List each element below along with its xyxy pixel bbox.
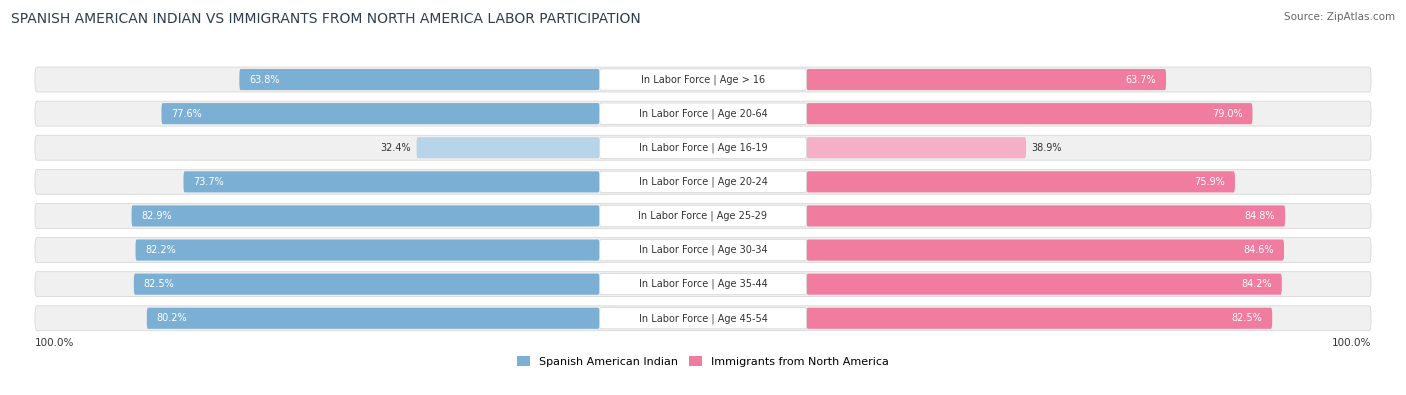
Text: 73.7%: 73.7%	[194, 177, 224, 187]
Text: 75.9%: 75.9%	[1194, 177, 1225, 187]
Text: 82.9%: 82.9%	[142, 211, 172, 221]
FancyBboxPatch shape	[599, 171, 807, 192]
FancyBboxPatch shape	[184, 171, 599, 192]
FancyBboxPatch shape	[416, 137, 599, 158]
FancyBboxPatch shape	[134, 274, 599, 295]
FancyBboxPatch shape	[239, 69, 599, 90]
FancyBboxPatch shape	[807, 239, 1284, 261]
FancyBboxPatch shape	[599, 69, 807, 90]
Text: In Labor Force | Age 30-34: In Labor Force | Age 30-34	[638, 245, 768, 255]
FancyBboxPatch shape	[599, 239, 807, 261]
FancyBboxPatch shape	[35, 272, 1371, 297]
FancyBboxPatch shape	[35, 169, 1371, 194]
Text: In Labor Force | Age 35-44: In Labor Force | Age 35-44	[638, 279, 768, 290]
Text: 82.5%: 82.5%	[1232, 313, 1263, 323]
FancyBboxPatch shape	[599, 137, 807, 158]
Text: Source: ZipAtlas.com: Source: ZipAtlas.com	[1284, 12, 1395, 22]
Text: 100.0%: 100.0%	[35, 338, 75, 348]
Text: 82.2%: 82.2%	[146, 245, 176, 255]
FancyBboxPatch shape	[599, 103, 807, 124]
Text: 84.6%: 84.6%	[1243, 245, 1274, 255]
FancyBboxPatch shape	[807, 137, 1026, 158]
FancyBboxPatch shape	[35, 101, 1371, 126]
FancyBboxPatch shape	[35, 203, 1371, 228]
Text: 100.0%: 100.0%	[1331, 338, 1371, 348]
Text: SPANISH AMERICAN INDIAN VS IMMIGRANTS FROM NORTH AMERICA LABOR PARTICIPATION: SPANISH AMERICAN INDIAN VS IMMIGRANTS FR…	[11, 12, 641, 26]
Text: 79.0%: 79.0%	[1212, 109, 1243, 118]
FancyBboxPatch shape	[807, 274, 1282, 295]
Text: 63.7%: 63.7%	[1125, 75, 1156, 85]
Text: 80.2%: 80.2%	[157, 313, 187, 323]
Text: In Labor Force | Age 20-24: In Labor Force | Age 20-24	[638, 177, 768, 187]
FancyBboxPatch shape	[807, 103, 1253, 124]
Text: In Labor Force | Age > 16: In Labor Force | Age > 16	[641, 74, 765, 85]
Text: 38.9%: 38.9%	[1032, 143, 1062, 153]
Text: 84.8%: 84.8%	[1244, 211, 1275, 221]
FancyBboxPatch shape	[35, 67, 1371, 92]
FancyBboxPatch shape	[599, 308, 807, 329]
FancyBboxPatch shape	[135, 239, 599, 261]
Text: In Labor Force | Age 45-54: In Labor Force | Age 45-54	[638, 313, 768, 324]
FancyBboxPatch shape	[35, 135, 1371, 160]
FancyBboxPatch shape	[162, 103, 599, 124]
Legend: Spanish American Indian, Immigrants from North America: Spanish American Indian, Immigrants from…	[512, 352, 894, 371]
FancyBboxPatch shape	[807, 205, 1285, 226]
FancyBboxPatch shape	[807, 69, 1166, 90]
Text: 84.2%: 84.2%	[1241, 279, 1272, 289]
FancyBboxPatch shape	[599, 274, 807, 295]
Text: In Labor Force | Age 25-29: In Labor Force | Age 25-29	[638, 211, 768, 221]
Text: 32.4%: 32.4%	[381, 143, 411, 153]
FancyBboxPatch shape	[35, 238, 1371, 263]
FancyBboxPatch shape	[599, 205, 807, 226]
FancyBboxPatch shape	[146, 308, 599, 329]
Text: 63.8%: 63.8%	[249, 75, 280, 85]
Text: 77.6%: 77.6%	[172, 109, 202, 118]
FancyBboxPatch shape	[35, 306, 1371, 331]
FancyBboxPatch shape	[807, 308, 1272, 329]
Text: In Labor Force | Age 16-19: In Labor Force | Age 16-19	[638, 143, 768, 153]
Text: In Labor Force | Age 20-64: In Labor Force | Age 20-64	[638, 108, 768, 119]
FancyBboxPatch shape	[132, 205, 599, 226]
FancyBboxPatch shape	[807, 171, 1234, 192]
Text: 82.5%: 82.5%	[143, 279, 174, 289]
